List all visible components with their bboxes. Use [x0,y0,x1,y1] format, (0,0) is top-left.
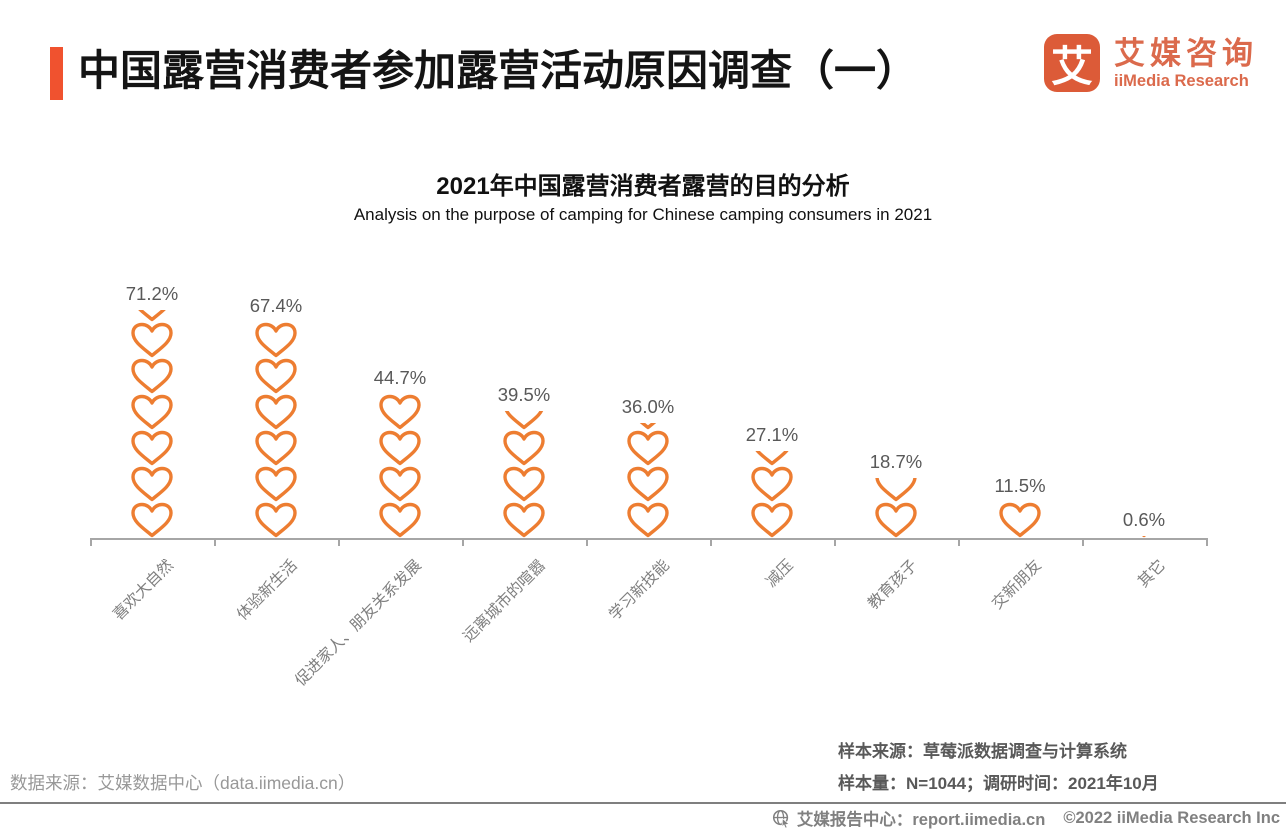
x-axis-tick [214,538,216,546]
heart-outline-icon [130,430,174,466]
report-center-text: 艾媒报告中心：report.iimedia.cn [796,811,1046,829]
sample-info-note: 样本量：N=1044；调研时间：2021年10月 [838,774,1159,793]
heart-outline-icon [626,430,670,466]
bar-column [254,322,298,538]
heart-outline-icon [254,394,298,430]
chart-canvas: 71.2% 喜欢大自然 67.4% 体验新生活 44.7% 促进家人、朋友关系发展 39.5… [0,240,1286,740]
iimedia-logo: 艾 艾媒咨询 iiMedia Research [1044,34,1258,92]
heart-outline-icon [378,466,422,502]
heart-outline-icon [254,466,298,502]
value-label: 71.2% [125,283,179,304]
heart-partial-icon [130,310,174,322]
value-label: 44.7% [373,367,427,388]
bar-column [874,478,918,538]
heart-outline-icon [254,322,298,358]
heart-partial-icon [502,411,546,430]
logo-glyph: 艾 [1050,42,1093,90]
copyright-text: ©2022 iiMedia Research Inc [1063,808,1280,827]
sample-source-note: 样本来源：草莓派数据调查与计算系统 [838,742,1127,761]
value-label: 0.6% [1122,509,1166,530]
heart-partial-icon [626,423,670,430]
x-axis-tick [1082,538,1084,546]
logo-mark-icon: 艾 [1044,34,1100,92]
x-axis-tick [462,538,464,546]
logo-name-en: iiMedia Research [1114,72,1249,90]
sample-notes: 样本来源：草莓派数据调查与计算系统 样本量：N=1044；调研时间：2021年1… [838,736,1159,800]
bar-column [998,502,1042,538]
title-accent-bar [50,47,63,100]
category-label: 其它 [1134,556,1169,591]
category-label: 体验新生活 [234,556,301,624]
x-axis-tick [1206,538,1208,546]
x-axis-tick [586,538,588,546]
bar-column [502,411,546,538]
category-label: 促进家人、朋友关系发展 [292,556,425,690]
x-axis-line [90,538,1206,540]
heart-outline-icon [750,502,794,538]
bar-column [378,394,422,538]
heart-outline-icon [502,430,546,466]
heart-outline-icon [626,466,670,502]
data-source-note: 数据来源：艾媒数据中心（data.iimedia.cn） [10,773,356,793]
heart-outline-icon [130,502,174,538]
value-label: 27.1% [745,424,799,445]
heart-outline-icon [502,466,546,502]
heart-outline-icon [254,430,298,466]
value-label: 11.5% [994,475,1046,496]
heart-outline-icon [130,322,174,358]
category-label: 减压 [762,556,797,591]
page-title: 中国露营消费者参加露营活动原因调查（一） [78,47,919,94]
heart-outline-icon [254,502,298,538]
heart-outline-icon [130,394,174,430]
chart-subtitle: Analysis on the purpose of camping for C… [353,205,933,224]
bar-column [626,423,670,538]
heart-partial-icon [874,478,918,502]
value-label: 18.7% [869,451,923,472]
heart-outline-icon [750,466,794,502]
bar-column [750,451,794,538]
heart-outline-icon [378,394,422,430]
value-label: 67.4% [249,295,303,316]
logo-text: 艾媒咨询 iiMedia Research [1114,36,1258,90]
x-axis-tick [710,538,712,546]
logo-name-cn: 艾媒咨询 [1114,36,1258,71]
globe-cursor-icon [772,809,791,828]
category-label: 教育孩子 [864,556,921,613]
category-label: 学习新技能 [606,556,673,624]
bar-column [130,310,174,538]
category-label: 喜欢大自然 [110,556,177,624]
heart-outline-icon [378,502,422,538]
report-footer: 艾媒报告中心：report.iimedia.cn ©2022 iiMedia R… [772,806,1280,830]
x-axis-tick [90,538,92,546]
chart-title: 2021年中国露营消费者露营的目的分析 [436,173,850,200]
heart-outline-icon [378,430,422,466]
category-label: 交新朋友 [988,556,1045,613]
heart-outline-icon [502,502,546,538]
heart-outline-icon [626,502,670,538]
category-label: 远离城市的喧嚣 [460,556,549,646]
x-axis-tick [958,538,960,546]
footer-divider [0,802,1286,804]
heart-partial-icon [750,451,794,466]
value-label: 39.5% [497,384,551,405]
heart-partial-icon [1122,536,1166,538]
x-axis-tick [338,538,340,546]
x-axis-tick [834,538,836,546]
bar-column [1122,536,1166,538]
value-label: 36.0% [621,396,675,417]
heart-outline-icon [130,358,174,394]
heart-outline-icon [874,502,918,538]
heart-outline-icon [998,502,1042,538]
heart-outline-icon [254,358,298,394]
heart-outline-icon [130,466,174,502]
